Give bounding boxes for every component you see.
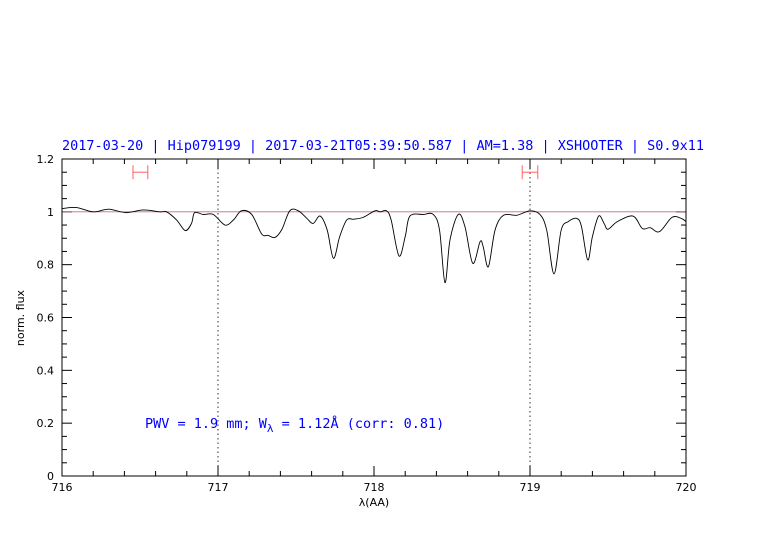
- y-tick-label: 0.8: [37, 259, 55, 272]
- y-tick-label: 0.6: [37, 312, 55, 325]
- y-tick-label: 1: [47, 206, 54, 219]
- x-tick-label: 716: [52, 481, 73, 494]
- y-tick-label: 0.4: [37, 364, 55, 377]
- plot-frame: [61, 158, 687, 477]
- annotation-subscript: λ: [267, 422, 274, 435]
- y-axis-label: norm. flux: [14, 289, 27, 346]
- y-tick-label: 0: [47, 470, 54, 483]
- x-tick-label: 719: [520, 481, 541, 494]
- y-tick-label: 0.2: [37, 417, 55, 430]
- pwv-annotation: PWV = 1.9 mm; Wλ = 1.12Å (corr: 0.81): [145, 415, 444, 435]
- range-marker: [521, 165, 539, 180]
- spectrum-line: [61, 207, 687, 284]
- x-tick-label: 718: [364, 481, 385, 494]
- y-tick-labels: 0 0.2 0.4 0.6 0.8 1 1.2: [37, 153, 55, 483]
- x-axis-label: λ(AA): [359, 496, 389, 509]
- annotation-prefix: PWV = 1.9 mm; W: [145, 416, 268, 432]
- x-tick-label: 717: [208, 481, 229, 494]
- y-tick-label: 1.2: [37, 153, 55, 166]
- range-marker: [132, 165, 149, 180]
- chart-title: 2017-03-20 | Hip079199 | 2017-03-21T05:3…: [62, 138, 704, 154]
- x-tick-label: 720: [676, 481, 697, 494]
- x-tick-labels: 716 717 718 719 720: [52, 481, 697, 494]
- annotation-suffix: = 1.12Å (corr: 0.81): [274, 415, 445, 432]
